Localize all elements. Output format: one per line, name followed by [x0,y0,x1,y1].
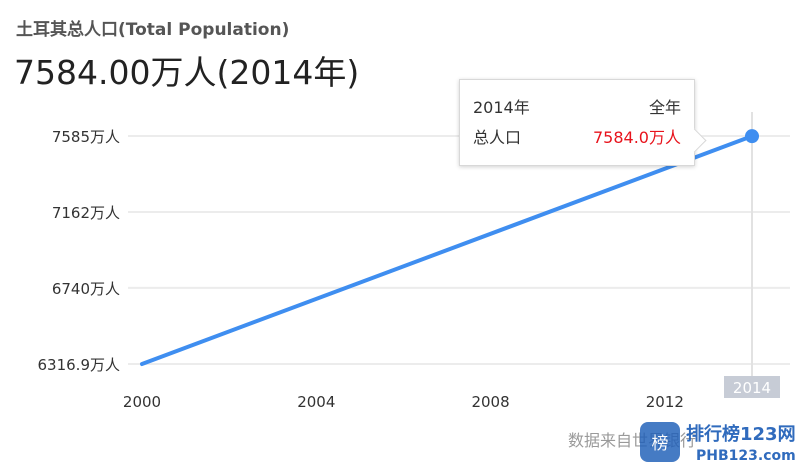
data-point-2014 [745,129,759,144]
watermark-text: 排行榜123网 [686,423,796,445]
watermark-subtext: PHB123.com [696,448,796,464]
tooltip-year: 2014年 [473,98,530,117]
y-tick-label: 6740万人 [52,280,120,298]
highlight-x-label-bg [724,376,780,398]
tooltip-value: 7584.0万人 [593,128,681,147]
tooltip-metric: 总人口 [473,128,522,147]
series-line [140,134,754,366]
x-tick-label: 2000 [123,393,161,411]
svg-text:榜: 榜 [652,434,669,454]
chart-subtitle: 土耳其总人口(Total Population) [16,20,290,40]
x-tick-label: 2004 [297,393,335,411]
highlight-x-label: 2014 [733,379,771,397]
x-tick-label: 2008 [471,393,509,411]
headline-value: 7584.00万人(2014年) [14,53,360,92]
site-watermark-logo: 榜 排行榜123网 PHB123.com [640,422,796,464]
data-tooltip: 2014年 全年 总人口 7584.0万人 [459,79,707,166]
x-tick-label: 2012 [646,393,684,411]
y-tick-label: 7585万人 [52,128,120,146]
y-tick-label: 7162万人 [52,204,120,222]
y-tick-label: 6316.9万人 [38,356,121,374]
tooltip-period: 全年 [648,98,681,117]
